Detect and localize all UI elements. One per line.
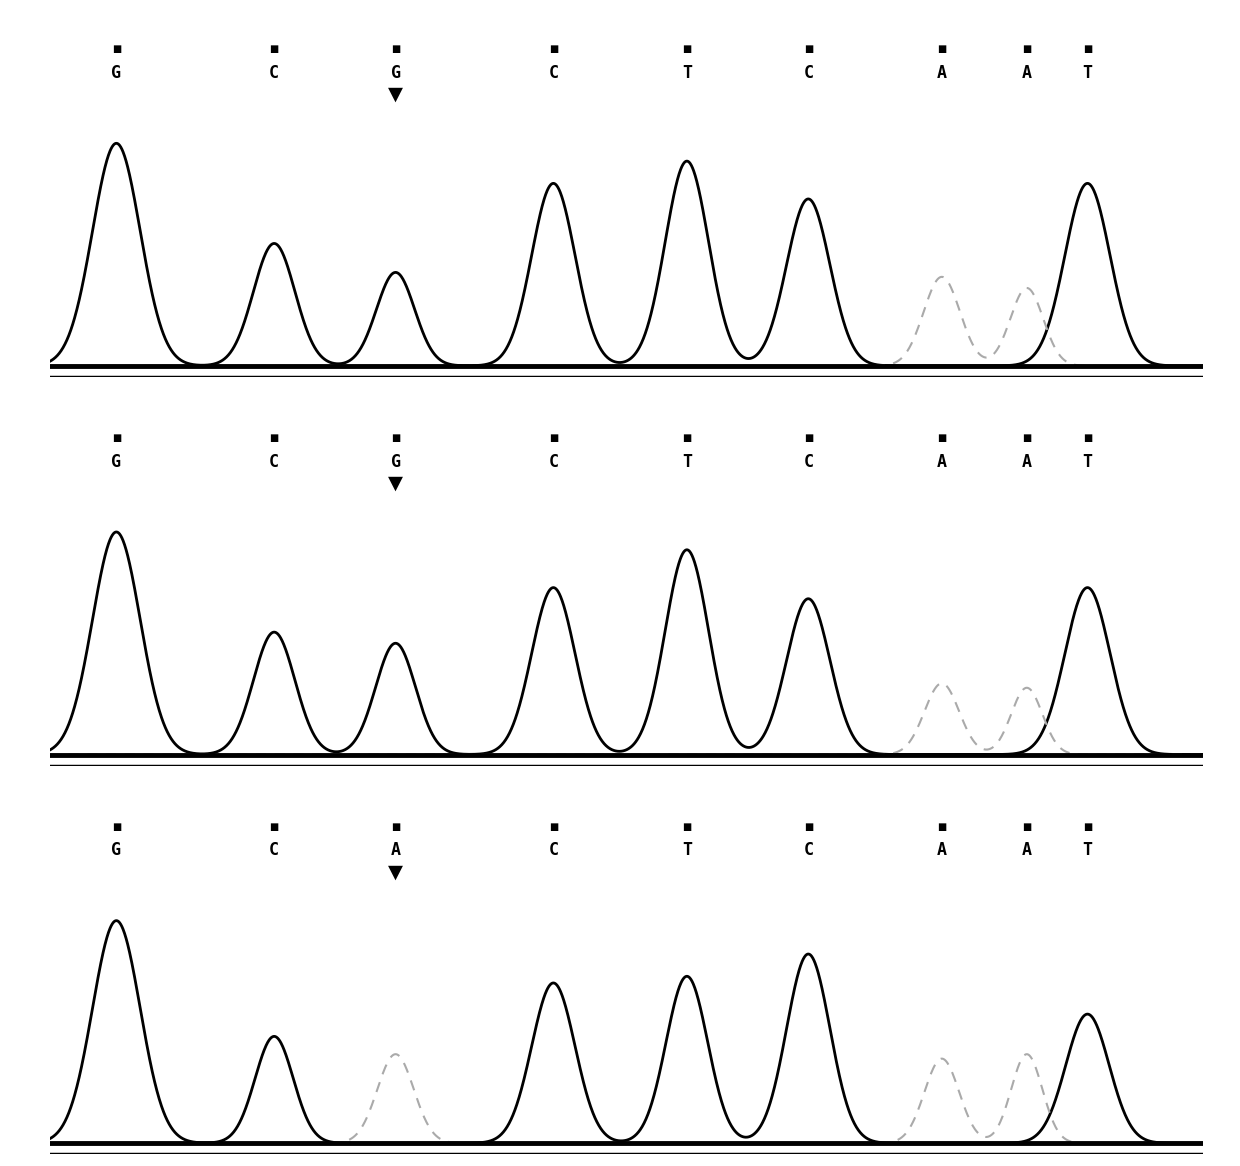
Text: ■: ■	[804, 433, 813, 443]
Text: C: C	[548, 842, 558, 859]
Text: ■: ■	[391, 433, 401, 443]
Text: T: T	[682, 842, 692, 859]
Text: ■: ■	[269, 433, 279, 443]
Text: ■: ■	[937, 433, 946, 443]
Text: C: C	[269, 452, 279, 471]
Text: C: C	[269, 64, 279, 82]
Text: A: A	[1022, 452, 1032, 471]
Text: T: T	[682, 64, 692, 82]
Text: A: A	[936, 842, 947, 859]
Text: ■: ■	[682, 44, 692, 55]
Text: T: T	[1083, 452, 1092, 471]
Text: G: G	[391, 452, 401, 471]
Text: ■: ■	[804, 44, 813, 55]
Text: G: G	[112, 64, 122, 82]
Text: C: C	[269, 842, 279, 859]
Text: A: A	[1022, 842, 1032, 859]
Text: ■: ■	[682, 822, 692, 831]
Text: ▼: ▼	[388, 85, 403, 104]
Text: ■: ■	[1022, 44, 1032, 55]
Text: G: G	[112, 842, 122, 859]
Text: T: T	[1083, 64, 1092, 82]
Text: C: C	[548, 452, 558, 471]
Text: ■: ■	[1022, 822, 1032, 831]
Text: C: C	[804, 842, 813, 859]
Text: A: A	[936, 452, 947, 471]
Text: ■: ■	[1083, 433, 1092, 443]
Text: ▼: ▼	[388, 863, 403, 881]
Text: A: A	[391, 842, 401, 859]
Text: ■: ■	[549, 44, 558, 55]
Text: ■: ■	[269, 822, 279, 831]
Text: ■: ■	[1083, 822, 1092, 831]
Text: ▼: ▼	[388, 473, 403, 493]
Text: ■: ■	[682, 433, 692, 443]
Text: A: A	[936, 64, 947, 82]
Text: ■: ■	[391, 44, 401, 55]
Text: ■: ■	[937, 822, 946, 831]
Text: ■: ■	[391, 822, 401, 831]
Text: ■: ■	[112, 822, 122, 831]
Text: ■: ■	[549, 822, 558, 831]
Text: C: C	[548, 64, 558, 82]
Text: ■: ■	[1083, 44, 1092, 55]
Text: ■: ■	[937, 44, 946, 55]
Text: A: A	[1022, 64, 1032, 82]
Text: T: T	[682, 452, 692, 471]
Text: ■: ■	[804, 822, 813, 831]
Text: ■: ■	[549, 433, 558, 443]
Text: C: C	[804, 64, 813, 82]
Text: ■: ■	[269, 44, 279, 55]
Text: ■: ■	[112, 44, 122, 55]
Text: ■: ■	[112, 433, 122, 443]
Text: ■: ■	[1022, 433, 1032, 443]
Text: G: G	[112, 452, 122, 471]
Text: G: G	[391, 64, 401, 82]
Text: T: T	[1083, 842, 1092, 859]
Text: C: C	[804, 452, 813, 471]
